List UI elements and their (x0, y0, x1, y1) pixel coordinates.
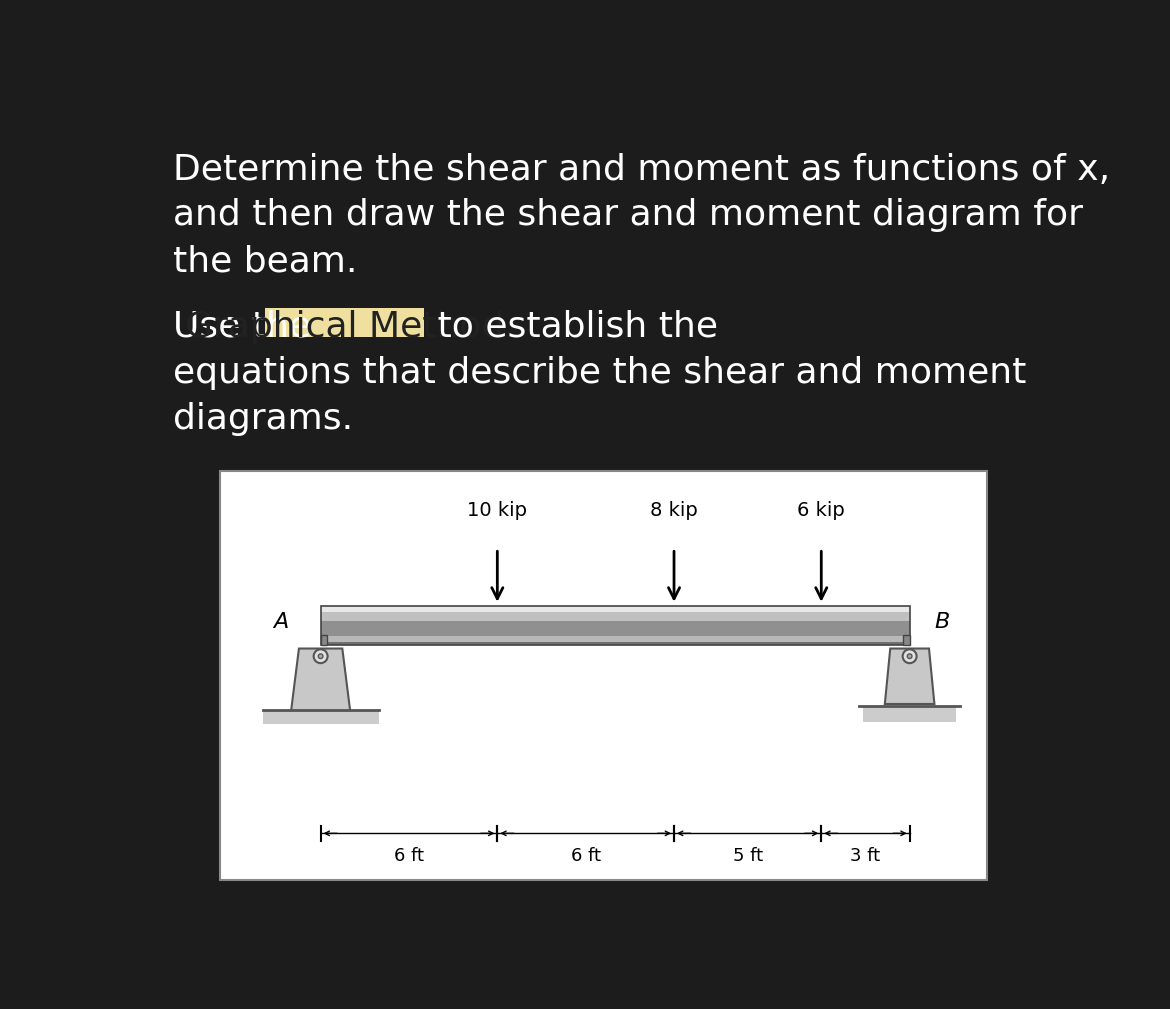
Bar (220, 471, 987, 880)
Circle shape (907, 654, 911, 659)
Text: to establish the: to establish the (426, 310, 718, 344)
Bar (264, 308, 424, 337)
Text: Determine the shear and moment as functions of x,: Determine the shear and moment as functi… (173, 153, 1110, 188)
Bar (321, 636, 326, 645)
Text: 3 ft: 3 ft (851, 848, 881, 865)
Bar (863, 706, 956, 721)
Bar (321, 606, 909, 611)
Text: and then draw the shear and moment diagram for: and then draw the shear and moment diagr… (173, 198, 1083, 232)
Text: 6 ft: 6 ft (571, 848, 600, 865)
Text: 8 kip: 8 kip (651, 500, 697, 520)
Text: 6 kip: 6 kip (798, 500, 845, 520)
Text: diagrams.: diagrams. (173, 403, 353, 436)
Text: Graphical Method: Graphical Method (185, 310, 504, 344)
Bar (262, 710, 379, 724)
Circle shape (318, 654, 323, 659)
Circle shape (902, 650, 916, 663)
Circle shape (314, 650, 328, 663)
Text: the beam.: the beam. (173, 244, 358, 278)
Text: Use the: Use the (173, 310, 323, 344)
Text: equations that describe the shear and moment: equations that describe the shear and mo… (173, 356, 1027, 389)
Polygon shape (885, 649, 935, 704)
Bar (321, 637, 909, 642)
Text: B: B (935, 611, 950, 632)
Text: A: A (273, 611, 288, 632)
Bar (321, 606, 909, 645)
Bar (903, 636, 909, 645)
Polygon shape (291, 649, 350, 710)
Text: 5 ft: 5 ft (732, 848, 763, 865)
Bar (321, 621, 909, 637)
Bar (321, 642, 909, 645)
Bar (321, 611, 909, 621)
Text: 10 kip: 10 kip (467, 500, 528, 520)
Text: 6 ft: 6 ft (394, 848, 424, 865)
